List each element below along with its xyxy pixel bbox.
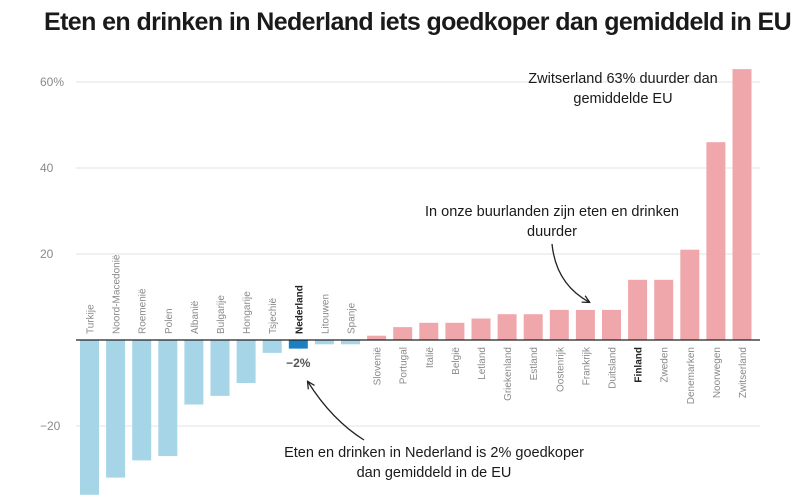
bar	[602, 309, 621, 340]
bars	[80, 69, 752, 495]
bar	[393, 327, 413, 340]
neighbours-annotation: In onze buurlanden zijn eten en drinken	[425, 204, 679, 220]
category-label: Estland	[529, 347, 540, 380]
bar	[367, 335, 387, 340]
category-label: Griekenland	[503, 347, 514, 401]
bar	[654, 279, 674, 340]
netherlands-annotation: dan gemiddeld in de EU	[357, 465, 512, 481]
category-label: Italië	[425, 347, 436, 369]
category-label: Turkije	[86, 304, 97, 334]
bar	[471, 318, 491, 340]
category-label: Tsjechië	[268, 297, 279, 334]
bar	[236, 340, 256, 383]
bar	[706, 142, 726, 340]
bar	[549, 309, 569, 340]
bar	[732, 69, 752, 340]
y-tick-label: −20	[40, 419, 61, 433]
neighbours-arrow	[551, 243, 589, 302]
chart-title: Eten en drinken in Nederland iets goedko…	[44, 8, 792, 36]
category-label: Nederland	[294, 285, 305, 334]
switzerland-annotation: Zwitserland 63% duurder dan	[528, 71, 717, 87]
category-label: Finland	[634, 347, 645, 383]
annotations: −2% Zwitserland 63% duurder dan gemiddelde…	[284, 71, 718, 481]
category-label: Noord-Macedonië	[112, 254, 123, 334]
neighbours-annotation: duurder	[527, 224, 577, 240]
category-label: Denemarken	[686, 347, 697, 404]
bar	[132, 340, 152, 461]
netherlands-arrow	[308, 382, 365, 441]
category-labels: Turkije Noord-Macedonië Roemenië Polen Alban…	[86, 254, 750, 404]
bar	[680, 249, 700, 340]
bar	[497, 314, 517, 340]
bar	[575, 309, 595, 340]
bar	[314, 340, 334, 345]
y-tick-label: 60%	[40, 75, 64, 89]
switzerland-annotation: gemiddelde EU	[573, 91, 672, 107]
y-tick-labels: −20 20 40 60%	[40, 75, 64, 433]
category-label: Letland	[477, 347, 488, 380]
netherlands-annotation: Eten en drinken in Nederland is 2% goedk…	[284, 445, 584, 461]
y-tick-label: 40	[40, 161, 54, 175]
category-label: Zwitserland	[738, 347, 749, 398]
category-label: Roemenië	[138, 288, 149, 334]
bar	[80, 340, 99, 495]
category-label: België	[451, 347, 462, 375]
bar	[184, 340, 204, 405]
bar	[445, 322, 465, 340]
bar	[523, 314, 543, 340]
category-label: Portugal	[399, 347, 410, 384]
bar	[628, 279, 648, 340]
bar	[106, 340, 126, 478]
category-label: Bulgarije	[216, 295, 227, 334]
bar	[341, 340, 360, 345]
category-label: Polen	[164, 308, 175, 334]
category-label: Hongarije	[242, 291, 253, 334]
category-label: Spanje	[347, 302, 358, 334]
bar	[419, 322, 439, 340]
category-label: Albanië	[190, 300, 201, 334]
category-label: Oostenrijk	[555, 346, 566, 392]
category-label: Duitsland	[608, 347, 619, 389]
bar	[262, 340, 282, 353]
bar	[158, 340, 178, 457]
y-tick-label: 20	[40, 247, 54, 261]
category-label: Litouwen	[320, 294, 331, 334]
category-label: Slovenië	[373, 347, 384, 386]
category-label: Zweden	[660, 347, 671, 383]
bar	[210, 340, 230, 396]
category-label: Noorwegen	[712, 347, 723, 398]
gridlines	[76, 81, 760, 427]
nederland-value-label: −2%	[286, 356, 311, 370]
category-label: Frankrijk	[581, 346, 592, 385]
bar	[288, 340, 308, 349]
